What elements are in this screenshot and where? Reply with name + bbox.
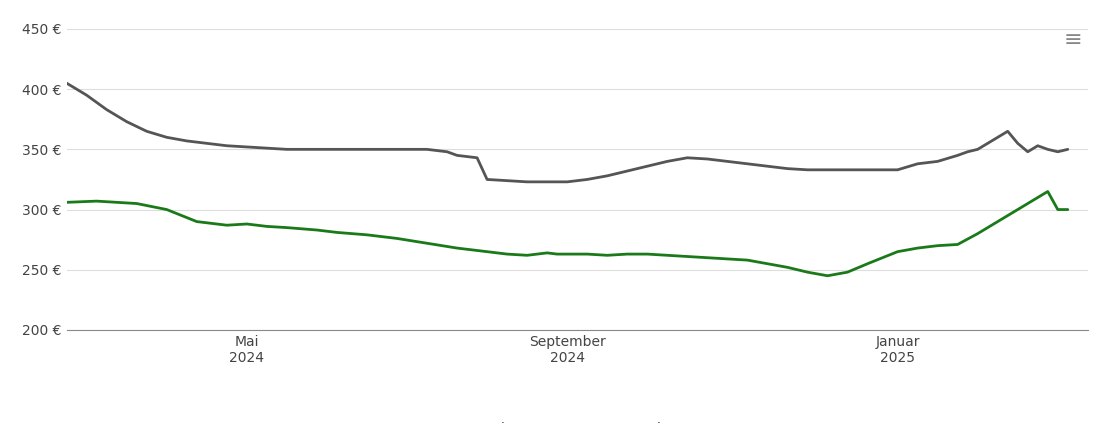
Legend: lose Ware, Sackware: lose Ware, Sackware	[450, 417, 705, 423]
Text: ≡: ≡	[1063, 30, 1082, 49]
